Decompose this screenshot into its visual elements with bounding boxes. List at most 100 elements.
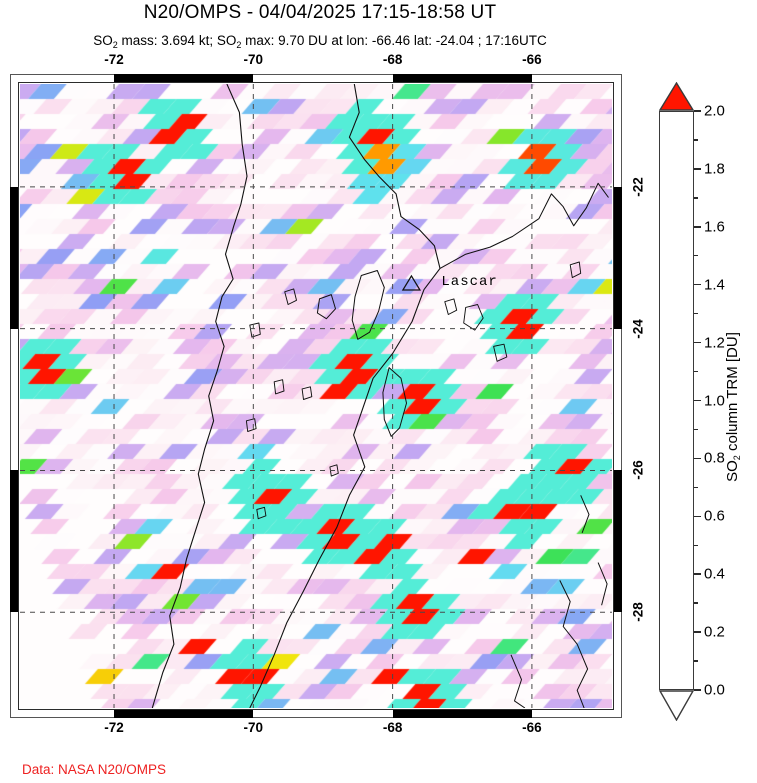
colorbar-minor-tick [694, 197, 698, 199]
axis-band-top [392, 74, 532, 82]
lake-outline [351, 270, 385, 340]
lat-tick-label-left: -28 [0, 603, 1, 623]
colorbar-tick [694, 457, 701, 460]
colorbar-minor-tick [694, 428, 698, 431]
lake-outline [444, 298, 458, 315]
colorbar-minor-tick [694, 602, 698, 604]
coast-border-line [249, 84, 441, 708]
lon-tick-label-top: -66 [522, 52, 542, 67]
axis-band-right [614, 470, 622, 613]
subtitle-subscript-a: 2 [112, 40, 118, 50]
subtitle-mid-a: mass: 3.694 kt; SO [117, 33, 237, 48]
colorbar-over-arrow-icon [659, 82, 694, 111]
volcano-marker-triangle-icon[interactable] [401, 274, 422, 291]
data-credit: Data: NASA N20/OMPS [22, 762, 167, 777]
subtitle-so2-a: SO [93, 33, 113, 48]
colorbar-tick-label: 0.6 [704, 507, 725, 525]
lon-tick-label-bottom: -70 [243, 720, 264, 735]
lake-outline [245, 418, 257, 432]
lake-outline [273, 379, 285, 395]
lake-outline [256, 506, 267, 520]
colorbar-tick-label: 1.6 [704, 218, 725, 236]
coast-border-line [597, 562, 608, 606]
lat-tick-label-right: -28 [630, 602, 646, 623]
colorbar-tick [694, 226, 701, 228]
colorbar-minor-tick [694, 370, 698, 373]
colorbar-tick-label: 1.0 [704, 392, 725, 409]
lon-tick-label-bottom: -72 [104, 720, 124, 735]
so2-swath-raster [20, 84, 612, 708]
coastline-overlay [151, 84, 609, 708]
coast-border-line [559, 580, 589, 708]
lake-outline [493, 343, 508, 362]
colorbar-axis-title: SO2 column TRM [DU] [724, 332, 742, 482]
lake-outline [463, 304, 484, 331]
colorbar-tick [694, 689, 701, 691]
lon-tick-label-bottom: -68 [382, 720, 403, 735]
colorbar-tick [694, 573, 701, 575]
lake-outline [301, 386, 313, 400]
axis-band-bottom [114, 710, 254, 718]
colorbar-tick-label: 0.8 [704, 449, 725, 467]
colorbar-minor-tick [694, 486, 698, 489]
colorbar-tick-label: 1.2 [704, 334, 725, 352]
axis-band-bottom [392, 710, 532, 718]
lat-tick-label-right: -26 [630, 460, 646, 481]
lake-outline [284, 288, 297, 305]
map-canvas[interactable]: Lascar [20, 84, 612, 708]
coast-border-line [151, 84, 248, 708]
colorbar-minor-tick [694, 660, 698, 662]
colorbar-minor-tick [694, 255, 698, 257]
colorbar-tick [694, 515, 701, 518]
colorbar-tick [694, 631, 701, 633]
subtitle-mid-b: max: 9.70 DU at lon: -66.46 lat: -24.04 … [241, 33, 547, 48]
axis-tick-band-frame [10, 74, 622, 718]
colorbar-tick [694, 283, 701, 286]
lat-tick-label-right: -24 [630, 318, 646, 339]
volcano-label-lascar: Lascar [441, 273, 498, 290]
colorbar-minor-tick [694, 544, 698, 546]
colorbar-tick [694, 399, 701, 402]
map-panel[interactable]: Lascar -72 -72 -70 -70 -68 -68 -66 -66 -22 -22 -24… [0, 52, 645, 735]
colorbar-tick [694, 341, 701, 344]
cb-title-subscript: 2 [732, 455, 742, 461]
axis-band-left [10, 186, 18, 329]
cb-title-so2: SO [724, 460, 741, 482]
graticule-overlay [20, 84, 612, 708]
colorbar-tick-label: 1.4 [704, 276, 725, 294]
coast-border-line [580, 495, 590, 534]
colorbar-gradient [659, 111, 694, 690]
colorbar-tick-label: 2.0 [704, 102, 725, 120]
subtitle-subscript-b: 2 [236, 40, 242, 50]
subtitle-summary: SO2 mass: 3.694 kt; SO2 max: 9.70 DU at … [0, 33, 640, 50]
lon-tick-label-top: -68 [382, 52, 403, 67]
colorbar-tick-label: 0.2 [704, 623, 725, 641]
lon-tick-label-top: -70 [243, 52, 264, 67]
coast-border-line [439, 182, 609, 269]
colorbar-tick-label: 1.8 [704, 160, 725, 178]
lon-tick-label-bottom: -66 [522, 720, 542, 735]
cb-title-rest: column TRM [DU] [724, 332, 741, 456]
coast-border-line [510, 654, 526, 708]
lat-tick-label-left: -24 [0, 319, 1, 339]
colorbar-tick-label: 0.0 [704, 681, 725, 699]
colorbar-tick-label: 0.4 [704, 565, 725, 583]
colorbar-minor-tick [694, 139, 698, 141]
lat-tick-label-right: -22 [630, 177, 646, 197]
colorbar-tick [694, 168, 701, 170]
lake-outline [382, 367, 407, 437]
lat-tick-label-left: -22 [0, 177, 1, 197]
lat-tick-label-left: -26 [0, 461, 1, 481]
axis-band-right [614, 186, 622, 329]
colorbar-under-arrow-icon [659, 690, 694, 721]
axis-band-left [10, 470, 18, 613]
lake-outline [249, 322, 261, 338]
axis-band-top [114, 74, 254, 82]
lake-outline [569, 261, 582, 279]
lake-outline [329, 464, 339, 477]
colorbar-panel[interactable]: 0.0 0.2 0.4 0.6 0.8 1.0 1.2 1.4 1.6 1.8 2.0 SO2 co… [655, 82, 757, 732]
page-title: N20/OMPS - 04/04/2025 17:15-18:58 UT [143, 2, 497, 23]
colorbar-tick [694, 110, 701, 112]
colorbar-minor-tick [694, 312, 698, 315]
lon-tick-label-top: -72 [104, 52, 124, 67]
